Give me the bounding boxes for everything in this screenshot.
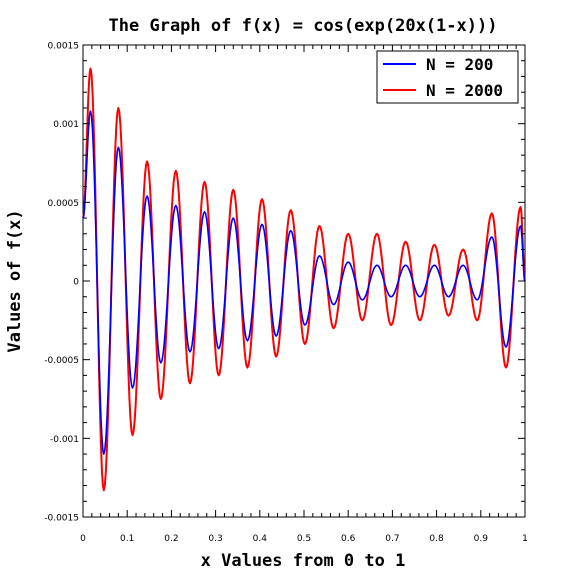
plot-area: -0.0015 -0.001 -0.0005 0 0.0005 0.001 0.0015 0 0… — [44, 42, 528, 545]
x-tick-label: 0.9 — [474, 534, 489, 544]
y-tick-label: -0.001 — [50, 435, 79, 445]
legend-label-n200: N = 200 — [426, 55, 493, 74]
legend: N = 200 N = 2000 — [376, 50, 519, 104]
y-tick-label: 0.0015 — [48, 42, 80, 52]
x-tick-label: 0.1 — [120, 534, 134, 544]
axis-layer: -0.0015 -0.001 -0.0005 0 0.0005 0.001 0.0015 0 0… — [44, 42, 528, 545]
legend-box — [376, 50, 519, 104]
x-tick-label: 1 — [522, 534, 528, 544]
x-tick-label: 0.5 — [297, 534, 311, 544]
x-tick-label: 0.4 — [253, 534, 268, 544]
x-tick-label: 0.8 — [429, 534, 444, 544]
x-tick-label: 0.2 — [164, 534, 178, 544]
series-layer — [82, 67, 526, 492]
series-line-n200 — [82, 110, 526, 455]
x-tick-label: 0.3 — [208, 534, 222, 544]
y-tick-label: -0.0005 — [44, 356, 79, 366]
x-tick-label: 0.6 — [341, 534, 356, 544]
x-axis-label: x Values from 0 to 1 — [201, 551, 406, 571]
y-tick-label: 0 — [73, 278, 79, 288]
y-axis-label: Values of f(x) — [5, 209, 25, 352]
y-tick-label: -0.0015 — [44, 514, 79, 524]
series-line-n2000 — [82, 67, 526, 492]
chart-title: The Graph of f(x) = cos(exp(20x(1-x))) — [109, 16, 498, 36]
x-tick-label: 0 — [80, 534, 86, 544]
plot-frame — [82, 44, 526, 518]
y-tick-label: 0.001 — [53, 120, 79, 130]
x-tick-label: 0.7 — [385, 534, 399, 544]
y-tick-label: 0.0005 — [48, 199, 80, 209]
legend-label-n2000: N = 2000 — [426, 81, 503, 100]
